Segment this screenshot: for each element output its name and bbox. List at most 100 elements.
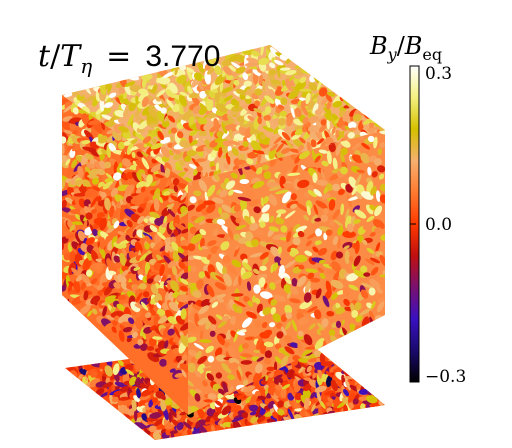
- front-right-cell: [372, 219, 385, 230]
- front-left-cell: [138, 282, 147, 290]
- front-right-cell: [299, 300, 313, 310]
- front-right-cell: [188, 378, 194, 387]
- front-left-cell: [90, 278, 98, 285]
- top-cell: [135, 115, 142, 122]
- front-left-cell: [175, 260, 181, 270]
- front-right-cell: [216, 293, 227, 299]
- front-right-cell: [359, 352, 368, 364]
- front-right-cell: [306, 205, 311, 216]
- front-right-cell: [210, 324, 217, 331]
- top-cell: [145, 142, 154, 148]
- front-left-cell: [180, 278, 188, 285]
- top-cell: [254, 88, 263, 96]
- bottom-slice-cell: [176, 411, 182, 421]
- front-right-cell: [203, 399, 213, 403]
- top-cell: [257, 116, 263, 125]
- top-cell: [264, 106, 272, 114]
- front-right-cell: [360, 335, 369, 347]
- front-left-cell: [68, 281, 75, 287]
- bottom-slice-cell: [77, 374, 84, 380]
- top-cell: [235, 88, 247, 96]
- top-cell: [281, 131, 291, 141]
- front-right-cell: [304, 250, 313, 257]
- front-right-cell: [368, 287, 376, 296]
- front-left-cell: [110, 310, 124, 319]
- front-right-cell: [335, 320, 342, 328]
- front-left-cell: [115, 292, 123, 300]
- front-left-cell: [179, 363, 188, 373]
- top-cell: [243, 80, 252, 87]
- top-cell: [123, 92, 127, 100]
- front-left-cell: [99, 217, 107, 231]
- bottom-slice-cell: [316, 390, 322, 403]
- front-right-cell: [270, 306, 276, 315]
- front-left-cell: [112, 172, 122, 181]
- top-cell: [141, 96, 150, 108]
- top-cell: [202, 166, 207, 177]
- front-right-cell: [270, 246, 281, 258]
- front-right-cell: [367, 166, 372, 176]
- front-right-cell: [280, 326, 287, 336]
- front-left-cell: [98, 135, 108, 144]
- front-right-cell: [245, 231, 254, 242]
- front-right-cell: [236, 331, 246, 336]
- top-cell: [242, 72, 249, 81]
- bottom-slice-cell: [95, 387, 105, 396]
- front-right-cell: [337, 351, 345, 358]
- front-left-cell: [140, 301, 149, 311]
- front-right-cell: [227, 227, 234, 240]
- front-right-cell: [223, 273, 232, 287]
- front-left-cell: [85, 237, 95, 246]
- top-cell: [299, 137, 306, 144]
- top-cell: [244, 62, 259, 67]
- front-right-cell: [353, 269, 367, 278]
- top-cell: [226, 114, 235, 124]
- bottom-slice-cell: [277, 400, 284, 408]
- front-right-cell: [370, 326, 378, 331]
- front-left-cell: [148, 337, 157, 347]
- front-left-cell: [62, 207, 72, 213]
- front-right-cell: [284, 277, 293, 285]
- front-right-cell: [328, 199, 336, 211]
- front-right-cell: [190, 233, 203, 244]
- front-right-cell: [255, 190, 266, 200]
- front-right-cell: [330, 279, 344, 289]
- front-right-cell: [206, 204, 216, 214]
- front-right-cell: [341, 346, 347, 358]
- front-left-cell: [142, 232, 154, 240]
- top-cell: [118, 125, 129, 133]
- front-right-cell: [320, 329, 328, 338]
- front-left-cell: [157, 288, 169, 294]
- front-left-cell: [118, 330, 125, 342]
- front-right-cell: [262, 306, 272, 316]
- front-right-cell: [296, 275, 307, 287]
- front-right-cell: [251, 334, 263, 341]
- front-left-cell: [122, 326, 133, 333]
- front-left-cell: [141, 157, 150, 170]
- front-right-cell: [188, 321, 197, 333]
- front-right-cell: [303, 214, 310, 221]
- top-cell: [312, 102, 319, 114]
- colorbar-label: By/Beq: [369, 32, 442, 64]
- front-right-cell: [246, 311, 257, 319]
- front-left-cell: [108, 181, 118, 191]
- front-right-cell: [378, 352, 384, 360]
- front-right-cell: [197, 317, 209, 326]
- bottom-slice-cell: [169, 408, 178, 419]
- top-cell: [124, 104, 130, 118]
- front-right-cell: [188, 300, 196, 306]
- front-right-cell: [195, 203, 207, 212]
- front-left-cell: [119, 252, 126, 266]
- front-left-cell: [137, 268, 144, 276]
- front-left-cell: [123, 140, 131, 146]
- top-cell: [107, 84, 112, 94]
- front-right-cell: [284, 210, 296, 219]
- front-right-cell: [189, 196, 197, 204]
- front-right-cell: [230, 315, 237, 325]
- front-right-cell: [379, 142, 385, 149]
- bottom-slice-cell: [133, 395, 142, 403]
- top-cell: [188, 116, 195, 126]
- top-cell: [191, 96, 201, 106]
- top-cell: [250, 140, 261, 151]
- top-cell: [108, 92, 117, 99]
